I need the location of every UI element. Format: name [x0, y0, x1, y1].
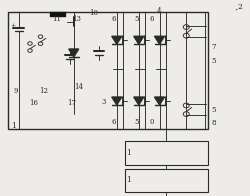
Text: 6: 6 — [112, 119, 116, 126]
Text: 10: 10 — [89, 9, 98, 17]
Text: 12: 12 — [39, 87, 48, 95]
Text: 6: 6 — [112, 15, 116, 23]
Bar — [50, 12, 66, 17]
Bar — [125, 141, 208, 165]
Polygon shape — [112, 97, 122, 105]
Bar — [8, 12, 207, 129]
Text: 5: 5 — [212, 57, 216, 65]
Text: 5: 5 — [134, 119, 138, 126]
Text: 5: 5 — [134, 15, 138, 23]
Polygon shape — [154, 97, 164, 105]
Polygon shape — [134, 97, 144, 105]
Text: 1: 1 — [11, 122, 16, 130]
Text: 4: 4 — [156, 7, 161, 15]
Polygon shape — [154, 36, 164, 44]
Text: 16: 16 — [29, 99, 38, 107]
Text: +: + — [10, 23, 16, 28]
Text: 2: 2 — [238, 3, 242, 11]
Polygon shape — [134, 36, 144, 44]
Bar — [125, 169, 208, 192]
Polygon shape — [112, 36, 122, 44]
Text: 14: 14 — [74, 83, 83, 91]
Text: 17: 17 — [67, 99, 76, 107]
Text: 11: 11 — [52, 15, 61, 23]
Text: 3: 3 — [102, 98, 106, 106]
Text: 7: 7 — [212, 43, 216, 51]
Text: 5: 5 — [212, 106, 216, 114]
Text: 9: 9 — [14, 87, 18, 95]
Text: 1: 1 — [126, 176, 131, 184]
Text: 8: 8 — [212, 120, 216, 127]
Polygon shape — [69, 49, 79, 57]
Text: 13: 13 — [72, 15, 81, 23]
Text: 1: 1 — [126, 149, 131, 157]
Text: 0: 0 — [149, 119, 154, 126]
Text: 6: 6 — [149, 15, 154, 23]
